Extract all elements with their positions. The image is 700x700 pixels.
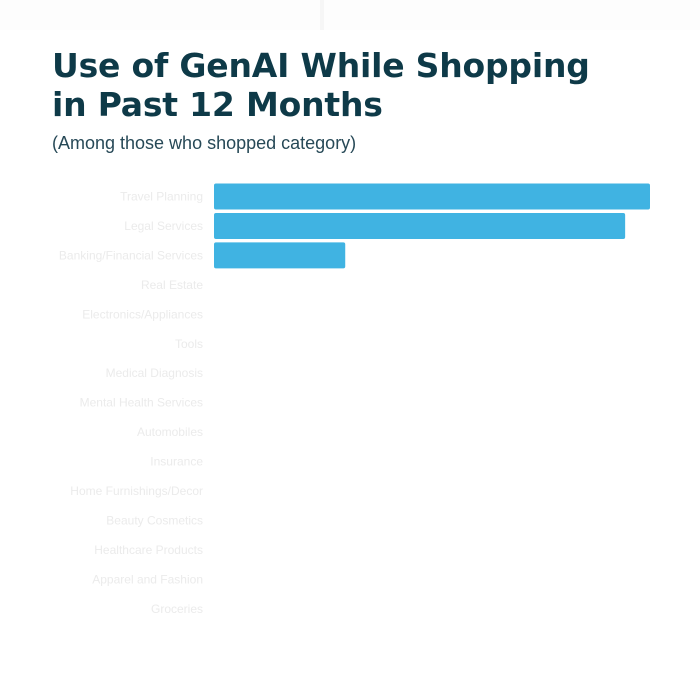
category-label: Banking/Financial Services bbox=[59, 248, 203, 262]
category-label: Apparel and Fashion bbox=[92, 572, 203, 586]
chart-title: Use of GenAI While Shopping in Past 12 M… bbox=[52, 46, 590, 124]
category-label: Automobiles bbox=[137, 425, 203, 439]
category-label: Beauty Cosmetics bbox=[106, 513, 203, 527]
top-divider bbox=[320, 0, 324, 30]
top-strip bbox=[0, 0, 700, 30]
category-label: Legal Services bbox=[124, 219, 203, 233]
category-label: Groceries bbox=[151, 602, 203, 616]
chart-title-line-1: Use of GenAI While Shopping bbox=[52, 46, 590, 85]
chart-subtitle: (Among those who shopped category) bbox=[52, 133, 357, 153]
category-label: Mental Health Services bbox=[80, 396, 203, 410]
category-label: Electronics/Appliances bbox=[82, 307, 203, 321]
category-label: Insurance bbox=[150, 455, 203, 469]
category-label: Tools bbox=[175, 337, 203, 351]
category-label: Healthcare Products bbox=[94, 543, 203, 557]
category-label: Home Furnishings/Decor bbox=[70, 484, 203, 498]
bar bbox=[214, 183, 650, 210]
category-label: Travel Planning bbox=[120, 190, 203, 204]
category-label: Real Estate bbox=[141, 278, 203, 292]
bar bbox=[214, 212, 626, 239]
bar bbox=[214, 242, 346, 269]
category-label: Medical Diagnosis bbox=[106, 366, 203, 380]
chart-title-line-2: in Past 12 Months bbox=[52, 85, 383, 124]
